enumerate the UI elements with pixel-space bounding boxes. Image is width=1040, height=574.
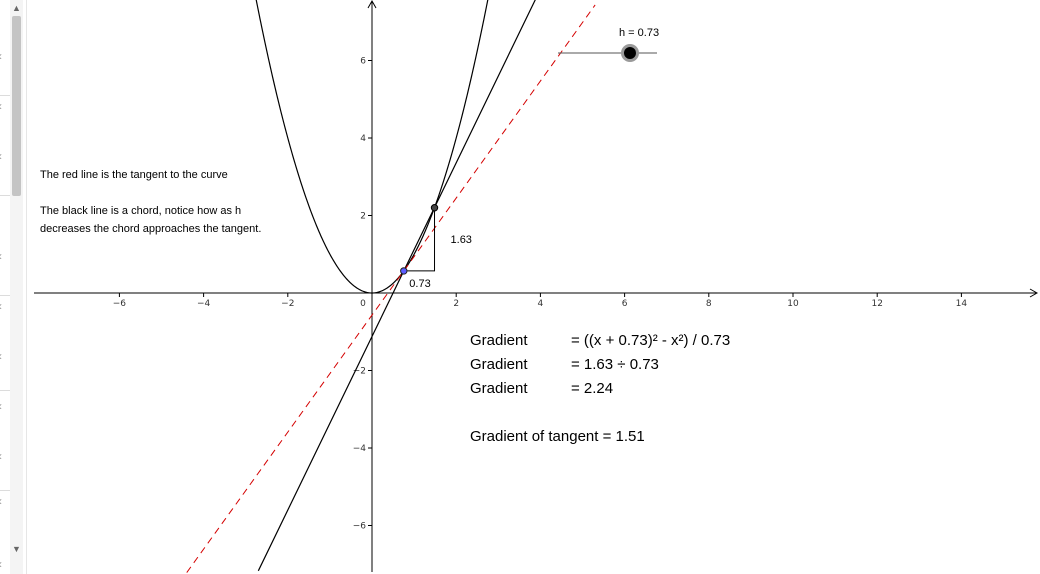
collapse-icon[interactable]: ‹ [0, 300, 6, 312]
collapse-icon[interactable]: ‹ [0, 400, 6, 412]
y-tick-label: −6 [353, 522, 367, 532]
tangent-line [186, 4, 596, 573]
chord-line [257, 0, 536, 572]
point-a [400, 267, 408, 275]
x-tick-label: −4 [197, 299, 211, 309]
x-tick-label: −6 [113, 299, 127, 309]
curve-parabola [255, 0, 489, 294]
y-tick-label: −2 [353, 367, 366, 377]
divider [0, 490, 10, 491]
collapse-icon[interactable]: ‹ [0, 495, 6, 507]
x-tick-label: 12 [871, 299, 882, 309]
divider [0, 390, 10, 391]
slider-label: h = 0.73 [619, 27, 660, 39]
y-tick-label: 2 [360, 212, 366, 222]
y-axis-arrow [367, 0, 377, 9]
x-tick-label: 4 [538, 299, 544, 309]
tangent-note: The red line is the tangent to the curve [40, 169, 228, 181]
collapse-icon[interactable]: ‹ [0, 150, 6, 162]
divider [0, 195, 10, 196]
scrollbar-thumb[interactable] [12, 16, 21, 196]
gradient-label: Gradient [470, 332, 528, 349]
gradient-expression: = 2.24 [571, 380, 614, 397]
scroll-down-arrow-icon[interactable]: ▼ [12, 544, 21, 554]
divider [0, 95, 10, 96]
point-b [430, 204, 439, 212]
x-tick-label: 2 [453, 299, 459, 309]
collapse-icon[interactable]: ‹ [0, 100, 6, 112]
divider [0, 295, 10, 296]
y-tick-label: 4 [360, 134, 366, 144]
x-tick-label: −2 [281, 299, 294, 309]
collapse-icon[interactable]: ‹ [0, 350, 6, 362]
gradient-expression: = 1.63 ÷ 0.73 [571, 356, 659, 373]
collapse-icon[interactable]: ‹ [0, 558, 6, 570]
gradient-expression: = ((x + 0.73)² - x²) / 0.73 [571, 332, 731, 349]
collapse-icon[interactable]: ‹ [0, 50, 6, 62]
x-axis-arrow [1029, 288, 1039, 298]
rise-label: 1.63 [451, 234, 472, 246]
x-tick-label: 10 [787, 299, 799, 309]
run-label: 0.73 [409, 278, 430, 290]
x-tick-label: 14 [956, 299, 968, 309]
x-tick-label: 6 [622, 299, 628, 309]
x-tick-label: 8 [706, 299, 712, 309]
gradient-label: Gradient [470, 356, 528, 373]
scroll-up-arrow-icon[interactable]: ▲ [12, 3, 21, 13]
y-tick-label: −4 [353, 444, 367, 454]
slider-knob[interactable] [624, 47, 636, 59]
x-tick-label: 0 [360, 299, 366, 309]
tangent-gradient: Gradient of tangent = 1.51 [470, 428, 645, 445]
chord-note-line2: decreases the chord approaches the tange… [40, 223, 262, 235]
gradient-triangle [403, 207, 436, 272]
y-tick-label: 6 [360, 57, 366, 67]
gradient-label: Gradient [470, 380, 528, 397]
collapse-icon[interactable]: ‹ [0, 250, 6, 262]
chord-note-line1: The black line is a chord, notice how as… [40, 205, 242, 217]
collapse-icon[interactable]: ‹ [0, 450, 6, 462]
